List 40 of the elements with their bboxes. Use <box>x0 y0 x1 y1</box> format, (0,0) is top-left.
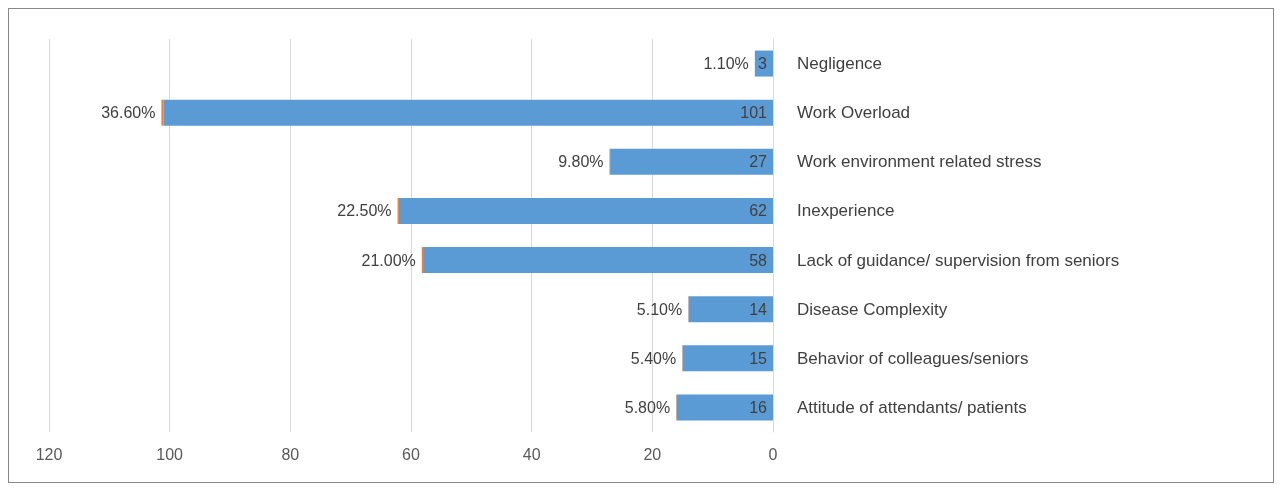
data-label: 15 <box>749 349 768 367</box>
bar <box>161 99 164 126</box>
y-tick-label: Work environment related stress <box>797 152 1042 172</box>
data-label: 9.80% <box>558 153 604 171</box>
x-tick-label: 20 <box>643 445 662 463</box>
data-label: 27 <box>749 153 768 171</box>
data-label: 36.60% <box>101 104 156 122</box>
bar <box>682 345 773 372</box>
bar <box>610 148 773 175</box>
data-label: 5.40% <box>630 349 677 367</box>
x-tick-label: 40 <box>522 445 541 463</box>
data-label: 14 <box>749 300 768 318</box>
data-label: 58 <box>749 251 768 269</box>
bar <box>423 247 773 274</box>
x-tick-label: 120 <box>35 445 63 463</box>
x-tick-label: 60 <box>402 445 420 463</box>
y-tick-label: Negligence <box>797 54 883 74</box>
y-tick-label: Inexperience <box>797 201 895 221</box>
data-label: 21.00% <box>361 251 416 269</box>
x-tick-label: 0 <box>768 445 778 463</box>
bar <box>398 197 773 224</box>
bar <box>754 50 773 77</box>
data-label: 16 <box>749 398 768 416</box>
bar <box>676 394 773 421</box>
bar <box>163 99 773 126</box>
data-label: 62 <box>749 202 768 220</box>
x-tick-label: 80 <box>281 445 300 463</box>
data-label: 5.10% <box>636 300 683 318</box>
x-tick-label: 100 <box>156 445 184 463</box>
data-label: 22.50% <box>337 202 392 220</box>
y-tick-label: Behavior of colleagues/seniors <box>797 348 1029 368</box>
y-tick-label: Disease Complexity <box>797 299 948 319</box>
y-tick-label: Work Overload <box>797 103 911 123</box>
data-label: 5.80% <box>624 398 671 416</box>
data-label: 3 <box>758 55 768 73</box>
bar <box>688 296 773 323</box>
y-tick-label: Attitude of attendants/ patients <box>797 397 1027 417</box>
data-label: 101 <box>740 104 768 122</box>
y-tick-label: Lack of guidance/ supervision from seniors <box>797 250 1120 270</box>
data-label: 1.10% <box>703 55 749 73</box>
